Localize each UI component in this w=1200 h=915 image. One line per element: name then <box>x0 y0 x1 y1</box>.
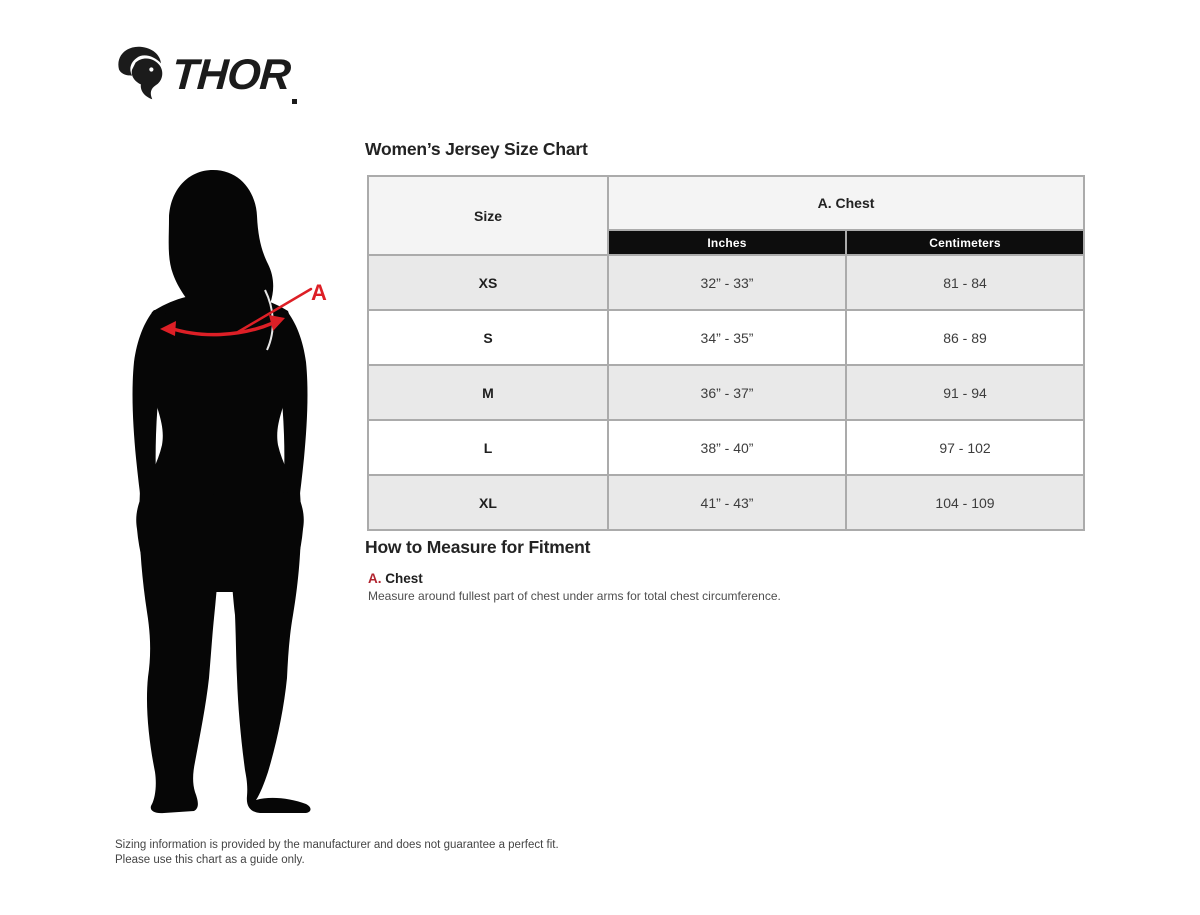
measure-guide-title: How to Measure for Fitment <box>365 537 591 557</box>
table-subheader-row: Inches Centimeters <box>368 229 1086 256</box>
chest-measure-annotation: A <box>160 280 327 337</box>
sizing-disclaimer: Sizing information is provided by the ma… <box>115 838 559 868</box>
chest-marker-label: A <box>311 280 327 305</box>
table-row-xs: XS 32” - 33” 81 - 84 <box>367 254 1086 311</box>
cm-cell: 81 - 84 <box>844 254 1086 311</box>
cm-cell: 86 - 89 <box>844 309 1086 366</box>
body-silhouette: A <box>132 170 327 814</box>
disclaimer-line-1: Sizing information is provided by the ma… <box>115 839 559 851</box>
thor-head-icon <box>118 46 163 100</box>
size-chart-table: Size A. Chest Inches Centimeters XS 32” … <box>367 175 1086 531</box>
inches-cell: 34” - 35” <box>607 309 847 366</box>
size-chart-title: Women’s Jersey Size Chart <box>365 139 588 159</box>
marker-pointer-line <box>236 287 313 334</box>
centimeters-column-header: Centimeters <box>844 229 1086 256</box>
inches-cell: 32” - 33” <box>607 254 847 311</box>
size-cell: XS <box>367 254 609 311</box>
size-cell: L <box>367 419 609 476</box>
size-cell: M <box>367 364 609 421</box>
table-row-xl: XL 41” - 43” 104 - 109 <box>367 474 1086 531</box>
cm-cell: 91 - 94 <box>844 364 1086 421</box>
table-row-s: S 34” - 35” 86 - 89 <box>367 309 1086 366</box>
table-row-l: L 38” - 40” 97 - 102 <box>367 419 1086 476</box>
inches-cell: 41” - 43” <box>607 474 847 531</box>
cm-cell: 104 - 109 <box>844 474 1086 531</box>
cm-cell: 97 - 102 <box>844 419 1086 476</box>
arc-left-arrowhead <box>160 321 176 336</box>
measure-item-description: Measure around fullest part of chest und… <box>368 589 781 603</box>
inches-cell: 36” - 37” <box>607 364 847 421</box>
size-column-header: Size <box>367 175 609 256</box>
inches-column-header: Inches <box>607 229 847 256</box>
disclaimer-line-2: Please use this chart as a guide only. <box>115 854 305 866</box>
measure-item-letter: A. <box>368 571 382 586</box>
thor-logo: THOR <box>112 42 297 104</box>
table-header-row: Size A. Chest <box>367 175 1086 256</box>
measure-item-chest: A. Chest <box>368 571 423 586</box>
arc-right-arrowhead <box>269 315 285 331</box>
size-cell: S <box>367 309 609 366</box>
chest-group-header: A. Chest <box>606 175 1086 231</box>
thor-wordmark-dot <box>291 99 297 104</box>
inches-cell: 38” - 40” <box>607 419 847 476</box>
chest-measure-arc <box>168 321 275 337</box>
measure-item-name: Chest <box>385 571 423 586</box>
table-row-m: M 36” - 37” 91 - 94 <box>367 364 1086 421</box>
size-cell: XL <box>367 474 609 531</box>
thor-wordmark: THOR <box>170 51 292 99</box>
